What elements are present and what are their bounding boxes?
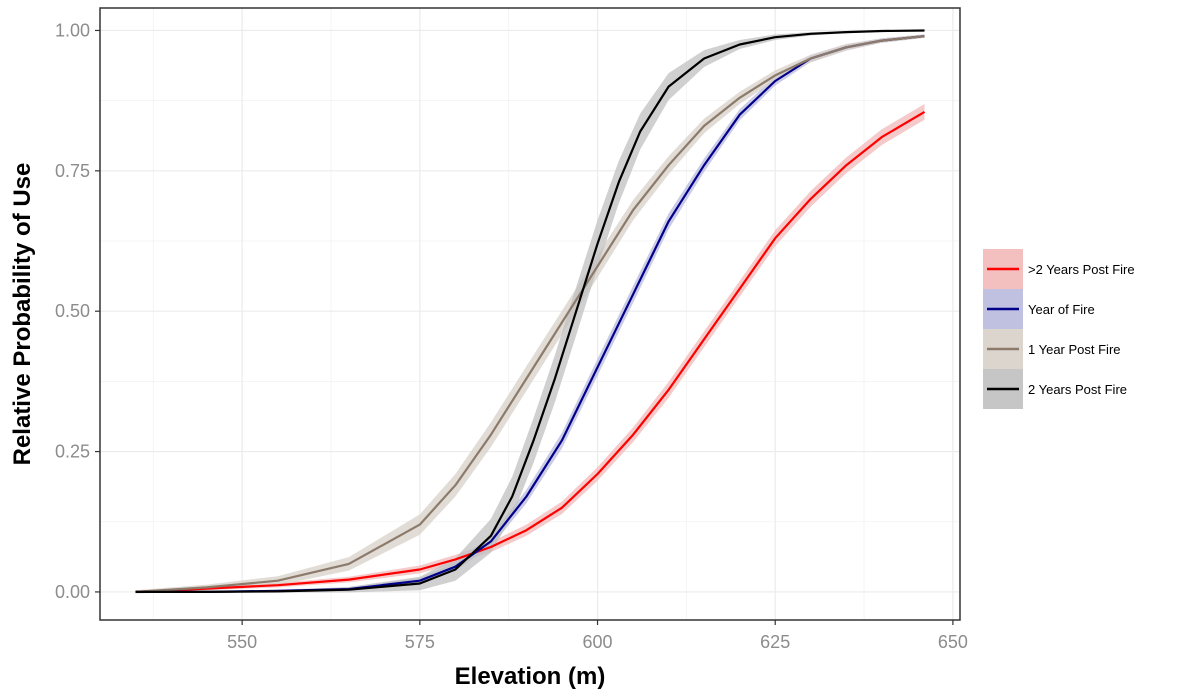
x-axis-ticks: 550 575 600 625 650 [227, 620, 968, 652]
legend-label: >2 Years Post Fire [1028, 262, 1135, 277]
legend-item: Year of Fire [983, 289, 1095, 329]
plot-panel-border [99, 7, 961, 621]
line-series-0 [135, 110, 926, 593]
x-tick-label: 575 [405, 632, 435, 652]
x-tick-label: 625 [760, 632, 790, 652]
legend-item: >2 Years Post Fire [983, 249, 1135, 289]
legend-item: 2 Years Post Fire [983, 369, 1127, 409]
line-series-3 [135, 29, 925, 594]
x-tick-label: 550 [227, 632, 257, 652]
grid-minor [100, 8, 960, 620]
legend-label: 2 Years Post Fire [1028, 382, 1127, 397]
legend: >2 Years Post Fire Year of Fire 1 Year Pos… [983, 249, 1135, 409]
y-tick-label: 0.25 [55, 442, 90, 462]
legend-label: 1 Year Post Fire [1028, 342, 1121, 357]
y-tick-label: 0.00 [55, 582, 90, 602]
y-axis-ticks: 0.00 0.25 0.50 0.75 1.00 [55, 20, 100, 602]
y-tick-label: 1.00 [55, 20, 90, 40]
legend-item: 1 Year Post Fire [983, 329, 1121, 369]
x-axis-title: Elevation (m) [455, 663, 606, 690]
line-series-2 [135, 35, 925, 593]
y-axis-title: Relative Probability of Use [9, 163, 36, 466]
y-tick-label: 0.75 [55, 161, 90, 181]
series-lines [135, 29, 926, 594]
x-tick-label: 650 [938, 632, 968, 652]
legend-label: Year of Fire [1028, 302, 1095, 317]
x-tick-label: 600 [582, 632, 612, 652]
y-tick-label: 0.50 [55, 301, 90, 321]
